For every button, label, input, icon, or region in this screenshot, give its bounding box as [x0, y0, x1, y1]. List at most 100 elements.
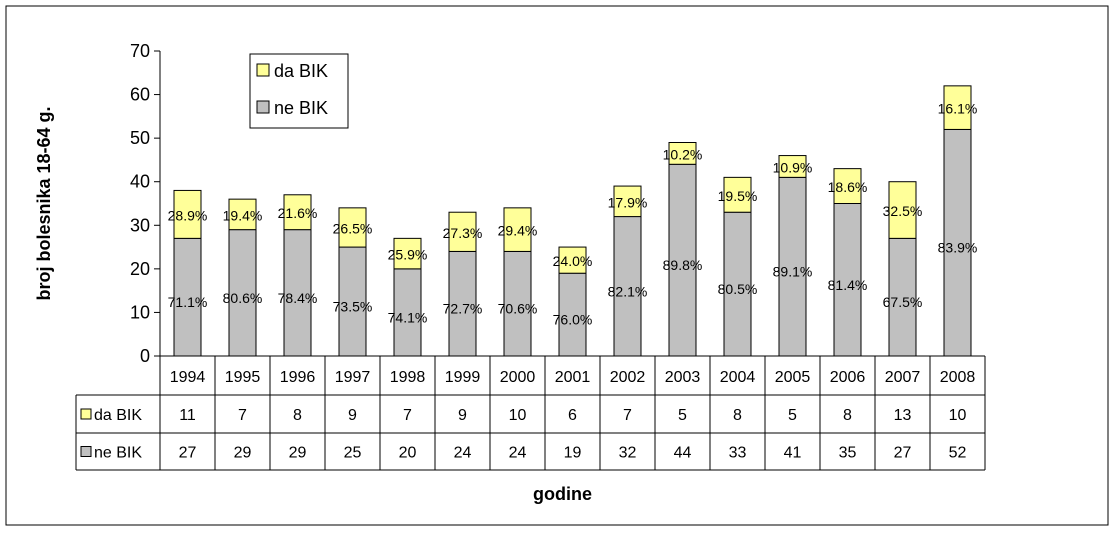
table-cell-value: 25 — [344, 445, 362, 462]
data-label-da-bik: 27.3% — [443, 225, 483, 241]
category-label: 1996 — [280, 369, 316, 386]
table-cell-value: 10 — [949, 407, 967, 424]
category-label: 1995 — [225, 369, 261, 386]
category-label: 2003 — [665, 369, 701, 386]
data-label-da-bik: 32.5% — [883, 203, 923, 219]
table-cell-value: 24 — [509, 445, 527, 462]
bar-ne-bik — [888, 237, 917, 357]
table-cell-value: 7 — [403, 407, 412, 424]
data-label-da-bik: 28.9% — [168, 207, 208, 223]
table-cell-value: 8 — [293, 407, 302, 424]
bar-da-bik — [943, 85, 972, 130]
bar-ne-bik — [448, 250, 477, 357]
table-cell-value: 52 — [949, 445, 967, 462]
bar-da-bik — [503, 207, 532, 252]
table-cell-value: 32 — [619, 445, 637, 462]
data-label-da-bik: 19.5% — [718, 188, 758, 204]
data-label-da-bik: 26.5% — [333, 220, 373, 236]
table-legend-swatch — [80, 446, 92, 457]
data-label-ne-bik: 83.9% — [938, 240, 978, 256]
category-label: 1998 — [390, 369, 426, 386]
table-series-name: ne BIK — [94, 445, 142, 462]
data-label-ne-bik: 72.7% — [443, 301, 483, 317]
table-cell-value: 20 — [399, 445, 417, 462]
legend-label-ne-bik: ne BIK — [274, 98, 328, 118]
bar-ne-bik — [668, 163, 697, 357]
y-tick-label: 10 — [130, 302, 150, 322]
table-cell-value: 35 — [839, 445, 857, 462]
data-label-da-bik: 10.2% — [663, 146, 703, 162]
bar-da-bik — [778, 155, 807, 178]
bar-da-bik — [668, 142, 697, 165]
data-label-da-bik: 29.4% — [498, 223, 538, 239]
data-label-da-bik: 10.9% — [773, 159, 813, 175]
table-cell-value: 8 — [733, 407, 742, 424]
bar-da-bik — [613, 185, 642, 218]
bar-da-bik — [393, 237, 422, 270]
table-cell-value: 27 — [179, 445, 197, 462]
bar-ne-bik — [943, 128, 972, 357]
data-label-ne-bik: 67.5% — [883, 294, 923, 310]
legend-swatch-ne-bik — [256, 100, 270, 114]
bar-ne-bik — [503, 250, 532, 357]
bar-ne-bik — [393, 268, 422, 357]
category-label: 2004 — [720, 369, 756, 386]
bar-ne-bik — [778, 176, 807, 357]
category-label: 2000 — [500, 369, 536, 386]
category-label: 1999 — [445, 369, 481, 386]
data-label-da-bik: 16.1% — [938, 101, 978, 117]
category-label: 2008 — [940, 369, 976, 386]
bar-da-bik — [833, 168, 862, 204]
legend-swatch-da-bik — [256, 63, 270, 77]
category-label: 1997 — [335, 369, 371, 386]
data-label-da-bik: 18.6% — [828, 179, 868, 195]
table-cell-value: 5 — [678, 407, 687, 424]
table-cell-value: 24 — [454, 445, 472, 462]
data-label-ne-bik: 71.1% — [168, 294, 208, 310]
table-series-name: da BIK — [94, 407, 142, 424]
table-cell-value: 9 — [348, 407, 357, 424]
table-legend-swatch — [80, 408, 92, 420]
data-label-ne-bik: 89.8% — [663, 257, 703, 273]
table-cell-value: 29 — [289, 445, 307, 462]
y-tick-label: 70 — [130, 41, 150, 61]
table-cell-value: 19 — [564, 445, 582, 462]
data-label-ne-bik: 80.5% — [718, 281, 758, 297]
data-label-da-bik: 17.9% — [608, 194, 648, 210]
bar-da-bik — [558, 246, 587, 274]
data-label-ne-bik: 76.0% — [553, 312, 593, 328]
bar-ne-bik — [833, 203, 862, 357]
data-label-ne-bik: 82.1% — [608, 283, 648, 299]
y-tick-label: 20 — [130, 259, 150, 279]
category-label: 2006 — [830, 369, 866, 386]
y-axis-title: broj bolesnika 18-64 g. — [34, 106, 54, 300]
bar-da-bik — [338, 207, 367, 248]
y-tick-label: 40 — [130, 172, 150, 192]
table-cell-value: 27 — [894, 445, 912, 462]
data-label-ne-bik: 70.6% — [498, 301, 538, 317]
bar-ne-bik — [283, 229, 312, 357]
category-label: 2002 — [610, 369, 646, 386]
table-cell-value: 11 — [179, 407, 196, 424]
table-cell-value: 29 — [234, 445, 252, 462]
bar-da-bik — [723, 176, 752, 213]
table-cell-value: 7 — [623, 407, 632, 424]
category-label: 1994 — [170, 369, 206, 386]
data-label-da-bik: 21.6% — [278, 205, 318, 221]
y-tick-label: 50 — [130, 128, 150, 148]
bar-da-bik — [173, 189, 202, 239]
data-label-da-bik: 25.9% — [388, 247, 428, 263]
data-label-ne-bik: 89.1% — [773, 264, 813, 280]
data-label-ne-bik: 73.5% — [333, 299, 373, 315]
y-tick-label: 60 — [130, 85, 150, 105]
table-cell-value: 41 — [784, 445, 802, 462]
legend-label-da-bik: da BIK — [274, 61, 328, 81]
y-tick-label: 30 — [130, 215, 150, 235]
table-cell-value: 7 — [238, 407, 247, 424]
data-label-ne-bik: 81.4% — [828, 277, 868, 293]
table-cell-value: 9 — [458, 407, 467, 424]
bar-da-bik — [888, 181, 917, 239]
bar-da-bik — [283, 194, 312, 231]
bar-ne-bik — [613, 216, 642, 357]
